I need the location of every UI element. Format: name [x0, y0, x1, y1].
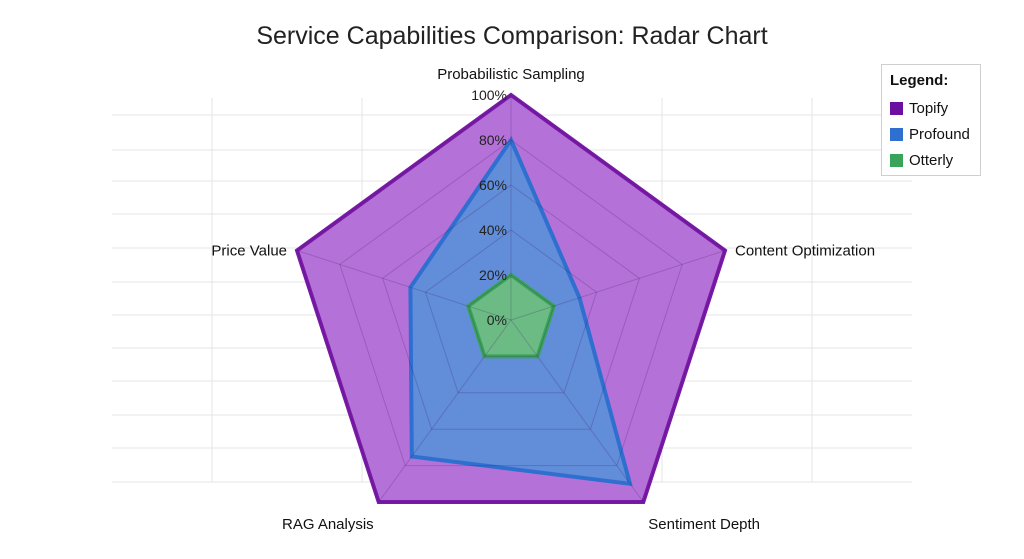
legend-swatch: [890, 153, 903, 167]
radar-spoke: [510, 319, 644, 503]
chart-title: Service Capabilities Comparison: Radar C…: [256, 22, 768, 50]
tick-label: 100%: [471, 87, 507, 103]
tick-label: 40%: [479, 222, 507, 238]
axis-label: Price Value: [211, 243, 287, 260]
radar-ring: [382, 184, 640, 430]
legend-item-topify[interactable]: Topify: [890, 95, 980, 121]
radar-ring: [339, 139, 683, 467]
radar-ring: [467, 274, 555, 357]
radar-spoke: [510, 250, 726, 321]
series-area-otterly: [465, 272, 557, 359]
legend-title: Legend:: [890, 72, 949, 89]
axis-label: Sentiment Depth: [648, 516, 760, 533]
axis-label: Probabilistic Sampling: [437, 66, 585, 83]
radar-ring: [424, 229, 598, 394]
legend-label: Otterly: [909, 151, 954, 169]
tick-label: 60%: [479, 177, 507, 193]
axis-labels: Probabilistic Sampling Content Optimizati…: [211, 66, 875, 533]
radar-spoke: [378, 319, 512, 503]
legend-label: Profound: [909, 125, 970, 143]
legend-swatch: [890, 101, 903, 115]
tick-label: 20%: [479, 267, 507, 283]
axis-label: Content Optimization: [735, 243, 875, 260]
radar-grid: [296, 94, 726, 503]
tick-label: 0%: [487, 312, 507, 328]
radar-spoke: [296, 250, 512, 321]
legend-item-otterly[interactable]: Otterly: [890, 147, 980, 173]
legend: Legend: Topify Profound Otterly: [881, 64, 981, 176]
series-layer: [294, 92, 728, 504]
radar-ring: [296, 94, 726, 503]
legend-swatch: [890, 127, 903, 141]
legend-item-profound[interactable]: Profound: [890, 121, 980, 147]
tick-label: 80%: [479, 132, 507, 148]
tick-labels: 0% 20% 40% 60% 80% 100%: [471, 87, 507, 328]
legend-label: Topify: [909, 99, 949, 117]
axis-label: RAG Analysis: [282, 516, 374, 533]
